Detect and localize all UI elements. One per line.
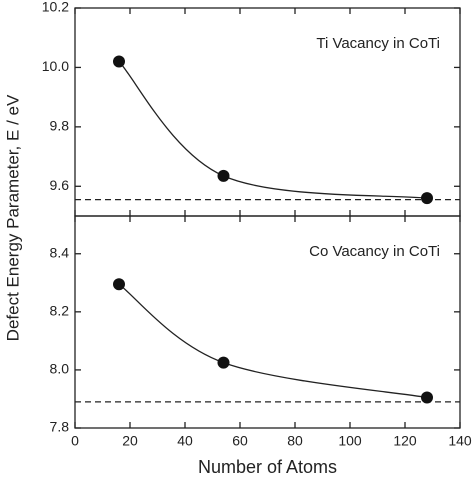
x-tick-label: 60 <box>232 433 248 449</box>
data-point <box>421 391 433 404</box>
y-tick-label: 9.6 <box>50 177 70 193</box>
y-tick-label: 7.8 <box>50 419 70 435</box>
y-tick-label: 8.0 <box>50 361 70 377</box>
x-tick-label: 0 <box>71 433 79 449</box>
x-tick-label: 100 <box>338 433 362 449</box>
y-tick-label: 8.2 <box>50 303 70 319</box>
fit-curve <box>118 283 428 399</box>
panel-annotation: Co Vacancy in CoTi <box>309 243 440 260</box>
plot-frame <box>74 215 461 429</box>
y-tick-label: 10.2 <box>42 0 69 15</box>
data-point <box>113 55 125 68</box>
data-point <box>421 192 433 205</box>
panel-annotation: Ti Vacancy in CoTi <box>316 35 440 52</box>
fit-curve <box>118 61 428 199</box>
x-tick-label: 80 <box>287 433 303 449</box>
x-tick-label: 40 <box>177 433 193 449</box>
x-axis-label: Number of Atoms <box>198 457 337 477</box>
data-point <box>217 356 230 369</box>
y-tick-label: 10.0 <box>42 58 69 74</box>
data-point <box>217 169 230 182</box>
y-axis-label: Defect Energy Parameter, E / eV <box>3 94 22 341</box>
y-tick-label: 9.8 <box>50 118 70 134</box>
x-tick-label: 140 <box>448 433 472 449</box>
x-tick-label: 20 <box>122 433 138 449</box>
x-tick-label: 120 <box>393 433 417 449</box>
y-tick-label: 8.4 <box>50 244 70 260</box>
data-point <box>113 278 125 291</box>
